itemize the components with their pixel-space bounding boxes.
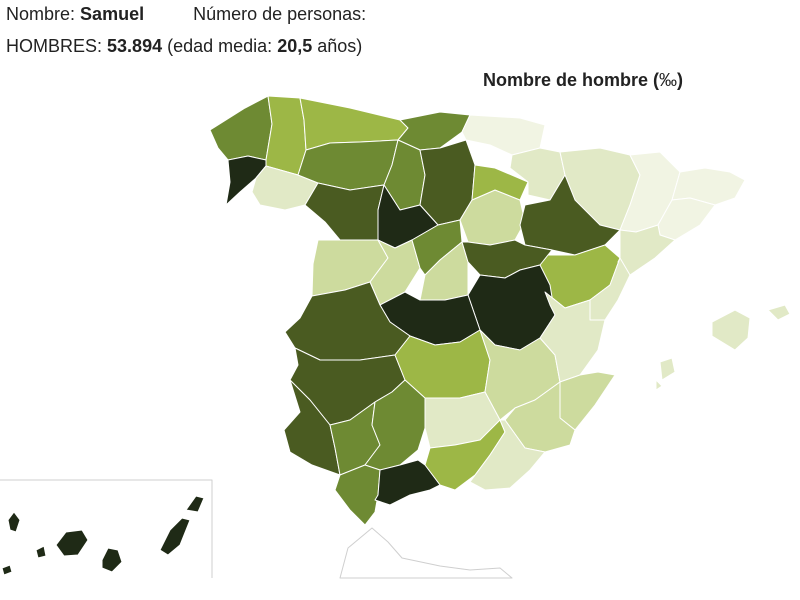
region-cadiz[interactable] (334, 464, 381, 526)
age-open: (edad media: (167, 36, 273, 56)
persons-label: Número de personas: (193, 4, 367, 24)
age-value: 20,5 (277, 36, 313, 56)
region-cordoba[interactable] (364, 379, 426, 471)
canary-inset-frame (0, 479, 213, 578)
region-guadalajara[interactable] (461, 239, 553, 279)
name-label: Nombre: (6, 4, 76, 24)
region-a-coruna[interactable] (209, 95, 273, 161)
legend-unit: ‰ (659, 70, 678, 90)
age-unit: años) (317, 36, 363, 56)
men-count: 53.894 (107, 36, 163, 56)
region-canarias[interactable] (1, 495, 205, 576)
region-lugo[interactable] (265, 95, 307, 176)
men-label: HOMBRES: (6, 36, 103, 56)
region-huelva[interactable] (283, 379, 341, 476)
name-line: Nombre: Samuel Número de personas: (6, 4, 366, 25)
legend-title: Nombre de hombre (‰) (483, 70, 684, 90)
name-value: Samuel (80, 4, 145, 24)
region-baleares[interactable] (655, 304, 791, 391)
region-almeria[interactable] (469, 419, 546, 491)
men-stats-line: HOMBRES: 53.894 (edad media: 20,5 años) (6, 36, 362, 57)
region-malaga[interactable] (374, 459, 441, 506)
region-la-rioja[interactable] (471, 164, 529, 201)
north-africa-coast (339, 527, 513, 579)
region-zamora[interactable] (304, 182, 385, 241)
region-pais-vasco[interactable] (461, 114, 546, 156)
region-alicante[interactable] (559, 371, 616, 431)
